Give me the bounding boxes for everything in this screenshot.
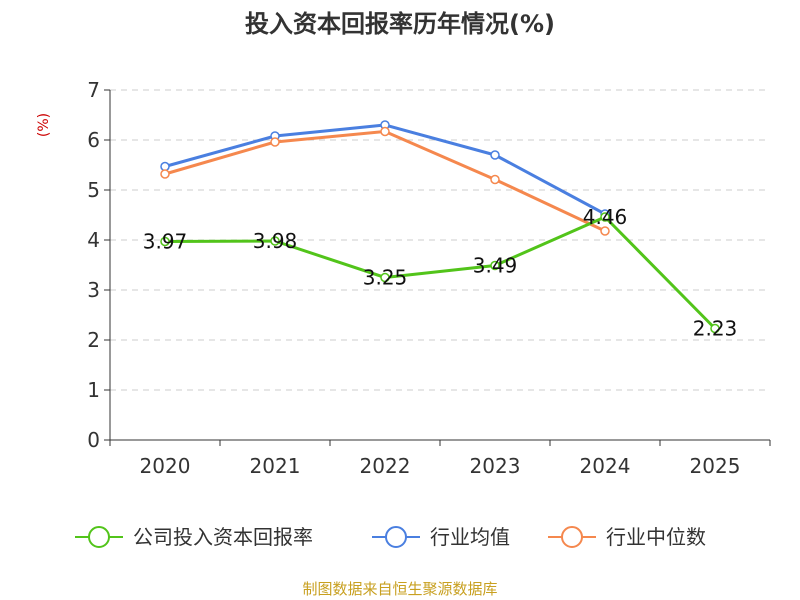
y-tick-label: 7 [87, 78, 100, 102]
x-tick-label: 2023 [470, 454, 521, 478]
y-tick-label: 5 [87, 178, 100, 202]
data-point [490, 150, 500, 160]
legend-marker-icon [88, 526, 110, 548]
legend-label: 行业中位数 [606, 525, 706, 549]
data-point [160, 169, 170, 179]
data-point [600, 226, 610, 236]
data-label: 3.25 [363, 266, 408, 290]
x-tick-label: 2020 [140, 454, 191, 478]
x-tick-label: 2024 [580, 454, 631, 478]
data-point [490, 174, 500, 185]
data-point [380, 126, 390, 137]
legend-marker-icon [561, 526, 583, 548]
data-point [270, 137, 280, 147]
y-tick-label: 2 [87, 328, 100, 352]
data-point [160, 236, 170, 247]
series-0 [160, 212, 720, 334]
axes: 0 1 2 3 4 5 6 7 2020 2021 2022 2023 2024 2025 [87, 78, 771, 478]
y-tick-label: 0 [87, 428, 100, 452]
y-tick-label: 1 [87, 378, 100, 402]
y-tick-label: 4 [87, 228, 100, 252]
data-point [710, 323, 720, 334]
y-tick-label: 6 [87, 128, 100, 152]
data-point [600, 212, 610, 222]
legend-item-0[interactable]: 公司投入资本回报率 [75, 525, 313, 549]
x-tick-label: 2021 [250, 454, 301, 478]
data-labels: 3.97 3.98 3.25 3.49 4.46 2.23 [143, 205, 738, 341]
x-tick-label: 2025 [690, 454, 741, 478]
legend-label: 公司投入资本回报率 [133, 525, 313, 549]
series-layer [160, 120, 720, 334]
legend-label: 行业均值 [430, 525, 510, 549]
data-label: 3.97 [143, 230, 188, 254]
legend-item-2[interactable]: 行业中位数 [548, 525, 706, 549]
series-2 [160, 126, 610, 236]
data-point [270, 236, 280, 246]
legend[interactable]: 公司投入资本回报率 行业均值 行业中位数 [75, 525, 706, 549]
y-axis-label: (%) [36, 113, 52, 137]
y-tick-label: 3 [87, 278, 100, 302]
series-line [164, 215, 717, 330]
data-point [490, 260, 500, 271]
data-label: 3.98 [253, 229, 298, 253]
legend-marker-icon [385, 526, 407, 548]
data-point [380, 272, 390, 283]
data-label: 2.23 [693, 317, 738, 341]
source-note: 制图数据来自恒生聚源数据库 [302, 580, 497, 598]
chart-title: 投入资本回报率历年情况(%) [245, 10, 555, 38]
x-tick-label: 2022 [360, 454, 411, 478]
legend-item-1[interactable]: 行业均值 [372, 525, 510, 549]
data-label: 3.49 [473, 254, 518, 278]
data-label: 4.46 [583, 205, 628, 229]
series-line [164, 130, 606, 233]
